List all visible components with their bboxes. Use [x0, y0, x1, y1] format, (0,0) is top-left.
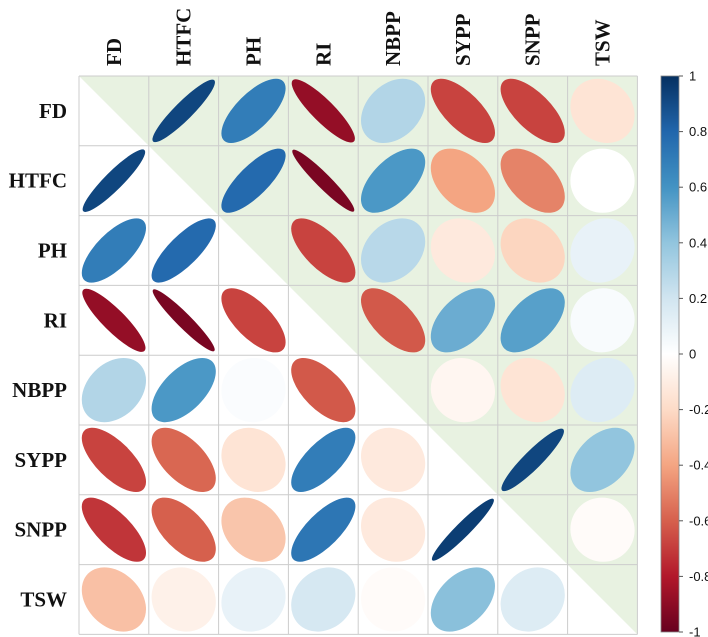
ellipse-nbpp-ph: [221, 357, 286, 423]
ellipse-sypp-ph: [221, 427, 286, 493]
row-label-sypp: SYPP: [15, 448, 68, 472]
ellipse-snpp-tsw: [570, 497, 635, 562]
ellipse-tsw-ri: [291, 567, 356, 632]
ellipse-nbpp-ri: [291, 357, 356, 423]
ellipse-ph-snpp: [500, 218, 565, 283]
ellipse-htfc-snpp: [500, 148, 565, 213]
ellipse-nbpp-htfc: [151, 357, 216, 423]
row-label-tsw: TSW: [20, 588, 67, 612]
ellipse-fd-tsw: [570, 78, 635, 144]
row-label-ph: PH: [38, 239, 67, 263]
colorbar: 1 0.8 0.6 0.4 0.2 0 -0.2 -0.4 -0.6 -0.8 -1: [660, 69, 708, 637]
ellipse-tsw-snpp: [500, 567, 565, 632]
ellipse-fd-htfc: [152, 79, 215, 143]
colorbar-tick-label: 1: [689, 69, 696, 84]
row-label-snpp: SNPP: [15, 518, 68, 542]
colorbar-gradient: [660, 75, 680, 633]
ellipse-tsw-fd: [81, 567, 147, 632]
ellipse-ph-tsw: [570, 218, 635, 283]
ellipse-nbpp-sypp: [430, 357, 496, 423]
ellipse-snpp-fd: [81, 497, 147, 562]
ellipse-sypp-tsw: [570, 427, 635, 493]
ellipse-snpp-sypp: [431, 498, 494, 561]
ellipse-snpp-nbpp: [360, 497, 426, 562]
ellipse-htfc-ri: [292, 149, 355, 212]
ellipse-htfc-tsw: [570, 148, 635, 213]
ellipse-ph-nbpp: [360, 218, 426, 283]
row-label-htfc: HTFC: [9, 169, 67, 193]
ellipse-nbpp-tsw: [570, 357, 635, 423]
ellipse-fd-sypp: [430, 78, 496, 144]
colorbar-tick-label: -0.8: [689, 569, 708, 584]
ellipse-htfc-ph: [221, 148, 286, 213]
ellipse-htfc-nbpp: [360, 148, 426, 213]
colorbar-tick-label: 0.8: [689, 124, 707, 139]
ellipse-ph-htfc: [151, 218, 216, 283]
row-label-ri: RI: [44, 308, 67, 332]
colorbar-tick-label: -0.6: [689, 513, 708, 528]
ellipse-sypp-ri: [291, 427, 356, 493]
ellipse-ri-nbpp: [360, 288, 426, 353]
ellipse-ri-snpp: [500, 288, 565, 353]
row-label-nbpp: NBPP: [12, 378, 67, 402]
ellipse-tsw-nbpp: [360, 567, 426, 632]
col-label-fd: FD: [102, 38, 126, 66]
ellipse-ri-tsw: [570, 288, 635, 353]
colorbar-tick-label: 0: [689, 347, 696, 362]
ellipse-fd-snpp: [500, 78, 565, 144]
ellipse-tsw-htfc: [151, 567, 216, 632]
col-label-sypp: SYPP: [451, 13, 475, 66]
colorbar-tick-label: -1: [689, 625, 701, 637]
ellipse-sypp-snpp: [501, 428, 564, 492]
col-label-tsw: TSW: [591, 19, 615, 66]
ellipse-sypp-fd: [81, 427, 147, 493]
col-label-ri: RI: [311, 43, 335, 66]
colorbar-tick-label: 0.6: [689, 180, 707, 195]
col-label-nbpp: NBPP: [381, 11, 405, 66]
ellipse-cells: [81, 78, 635, 632]
colorbar-tick-label: -0.2: [689, 402, 708, 417]
row-label-fd: FD: [39, 99, 67, 123]
ellipse-sypp-htfc: [151, 427, 216, 493]
ellipse-ri-htfc: [152, 289, 215, 352]
grid: [78, 75, 638, 635]
ellipse-ri-sypp: [430, 288, 496, 353]
colorbar-tick-label: 0.2: [689, 291, 707, 306]
row-labels: FD HTFC PH RI NBPP SYPP SNPP TSW: [9, 99, 68, 612]
ellipse-sypp-nbpp: [360, 427, 426, 493]
ellipse-snpp-ri: [291, 497, 356, 562]
ellipse-ph-fd: [81, 218, 147, 283]
ellipse-htfc-sypp: [430, 148, 496, 213]
ellipse-snpp-ph: [221, 497, 286, 562]
colorbar-tick-label: -0.4: [689, 458, 708, 473]
ellipse-ph-sypp: [430, 218, 496, 283]
ellipse-fd-ph: [221, 78, 286, 144]
ellipse-nbpp-fd: [81, 357, 147, 423]
ellipse-fd-nbpp: [360, 78, 426, 144]
col-label-ph: PH: [242, 37, 266, 66]
column-labels: FD HTFC PH RI NBPP SYPP SNPP TSW: [102, 8, 615, 66]
col-label-htfc: HTFC: [172, 8, 196, 66]
ellipse-ri-ph: [221, 288, 286, 353]
ellipse-fd-ri: [291, 79, 355, 143]
ellipse-tsw-ph: [221, 567, 286, 632]
ellipse-ri-fd: [82, 288, 146, 352]
ellipse-nbpp-snpp: [500, 357, 565, 423]
col-label-snpp: SNPP: [521, 13, 545, 66]
ellipse-snpp-htfc: [151, 497, 216, 562]
ellipse-ph-ri: [291, 218, 356, 283]
colorbar-tick-label: 0.4: [689, 235, 707, 250]
ellipse-htfc-fd: [82, 149, 146, 212]
ellipse-tsw-sypp: [430, 567, 496, 632]
